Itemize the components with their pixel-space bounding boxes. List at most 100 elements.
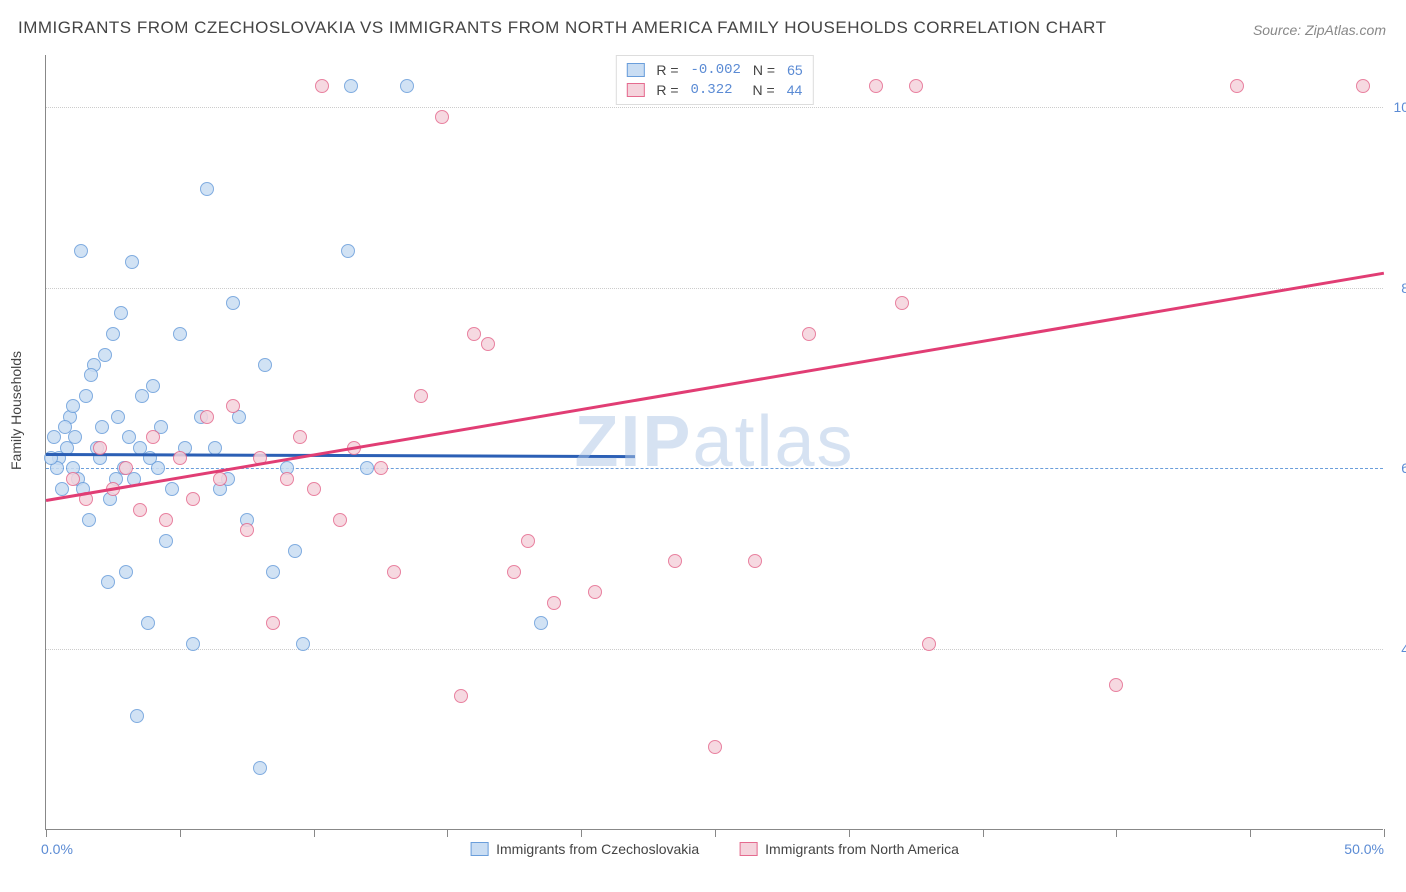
- data-point: [467, 327, 481, 341]
- data-point: [58, 420, 72, 434]
- data-point: [895, 296, 909, 310]
- data-point: [280, 472, 294, 486]
- data-point: [1356, 79, 1370, 93]
- data-point: [141, 616, 155, 630]
- y-tick-label: 100.0%: [1394, 99, 1406, 115]
- gridline: [46, 288, 1383, 289]
- data-point: [165, 482, 179, 496]
- data-point: [481, 337, 495, 351]
- data-point: [507, 565, 521, 579]
- n-value: 44: [787, 80, 803, 100]
- data-point: [341, 244, 355, 258]
- data-point: [101, 575, 115, 589]
- data-point: [1109, 678, 1123, 692]
- data-point: [66, 472, 80, 486]
- data-point: [307, 482, 321, 496]
- data-point: [400, 79, 414, 93]
- data-point: [173, 451, 187, 465]
- x-tick-label: 50.0%: [1344, 841, 1384, 857]
- data-point: [66, 399, 80, 413]
- legend-label: Immigrants from Czechoslovakia: [496, 841, 699, 857]
- data-point: [802, 327, 816, 341]
- data-point: [258, 358, 272, 372]
- data-point: [122, 430, 136, 444]
- data-point: [333, 513, 347, 527]
- data-point: [360, 461, 374, 475]
- data-point: [95, 420, 109, 434]
- y-tick-label: 82.5%: [1401, 280, 1406, 296]
- data-point: [387, 565, 401, 579]
- r-value: -0.002: [691, 60, 741, 80]
- data-point: [119, 565, 133, 579]
- data-point: [869, 79, 883, 93]
- data-point: [133, 503, 147, 517]
- n-label: N =: [753, 80, 775, 100]
- data-point: [159, 534, 173, 548]
- data-point: [668, 554, 682, 568]
- data-point: [534, 616, 548, 630]
- legend-swatch: [739, 842, 757, 856]
- data-point: [414, 389, 428, 403]
- data-point: [114, 306, 128, 320]
- data-point: [266, 616, 280, 630]
- data-point: [293, 430, 307, 444]
- data-point: [200, 182, 214, 196]
- n-label: N =: [753, 60, 775, 80]
- data-point: [374, 461, 388, 475]
- legend-row: R = -0.002 N = 65: [626, 60, 802, 80]
- chart-title: IMMIGRANTS FROM CZECHOSLOVAKIA VS IMMIGR…: [18, 18, 1107, 38]
- r-value: 0.322: [691, 80, 741, 100]
- x-tick: [180, 829, 181, 837]
- r-label: R =: [656, 60, 678, 80]
- legend-row: R = 0.322 N = 44: [626, 80, 802, 100]
- r-label: R =: [656, 80, 678, 100]
- data-point: [748, 554, 762, 568]
- data-point: [135, 389, 149, 403]
- x-tick-label: 0.0%: [41, 841, 73, 857]
- data-point: [266, 565, 280, 579]
- x-tick: [46, 829, 47, 837]
- data-point: [521, 534, 535, 548]
- legend-swatch: [626, 83, 644, 97]
- data-point: [125, 255, 139, 269]
- data-point: [82, 513, 96, 527]
- data-point: [1230, 79, 1244, 93]
- data-point: [130, 709, 144, 723]
- x-tick: [715, 829, 716, 837]
- data-point: [146, 430, 160, 444]
- data-point: [208, 441, 222, 455]
- legend-label: Immigrants from North America: [765, 841, 959, 857]
- gridline: [46, 107, 1383, 108]
- data-point: [708, 740, 722, 754]
- data-point: [47, 430, 61, 444]
- y-tick-label: 47.5%: [1401, 641, 1406, 657]
- n-value: 65: [787, 60, 803, 80]
- data-point: [909, 79, 923, 93]
- data-point: [315, 79, 329, 93]
- data-point: [288, 544, 302, 558]
- data-point: [106, 327, 120, 341]
- data-point: [344, 79, 358, 93]
- scatter-plot-area: ZIPatlas R =-0.002N =65R =0.322N =44 47.…: [45, 55, 1383, 830]
- data-point: [79, 389, 93, 403]
- series-legend: Immigrants from Czechoslovakia Immigrants…: [470, 841, 959, 857]
- data-point: [186, 637, 200, 651]
- regression-line: [46, 453, 635, 458]
- source-attribution: Source: ZipAtlas.com: [1253, 22, 1386, 38]
- data-point: [55, 482, 69, 496]
- data-point: [74, 244, 88, 258]
- correlation-legend: R = -0.002 N = 65 R = 0.322 N = 44: [615, 55, 813, 105]
- x-tick: [1250, 829, 1251, 837]
- y-axis-label: Family Households: [8, 351, 24, 470]
- data-point: [213, 472, 227, 486]
- x-tick: [1384, 829, 1385, 837]
- data-point: [93, 441, 107, 455]
- data-point: [296, 637, 310, 651]
- legend-swatch: [470, 842, 488, 856]
- x-tick: [849, 829, 850, 837]
- x-tick: [983, 829, 984, 837]
- data-point: [84, 368, 98, 382]
- legend-item: Immigrants from North America: [739, 841, 959, 857]
- gridline: [46, 649, 1383, 650]
- data-point: [186, 492, 200, 506]
